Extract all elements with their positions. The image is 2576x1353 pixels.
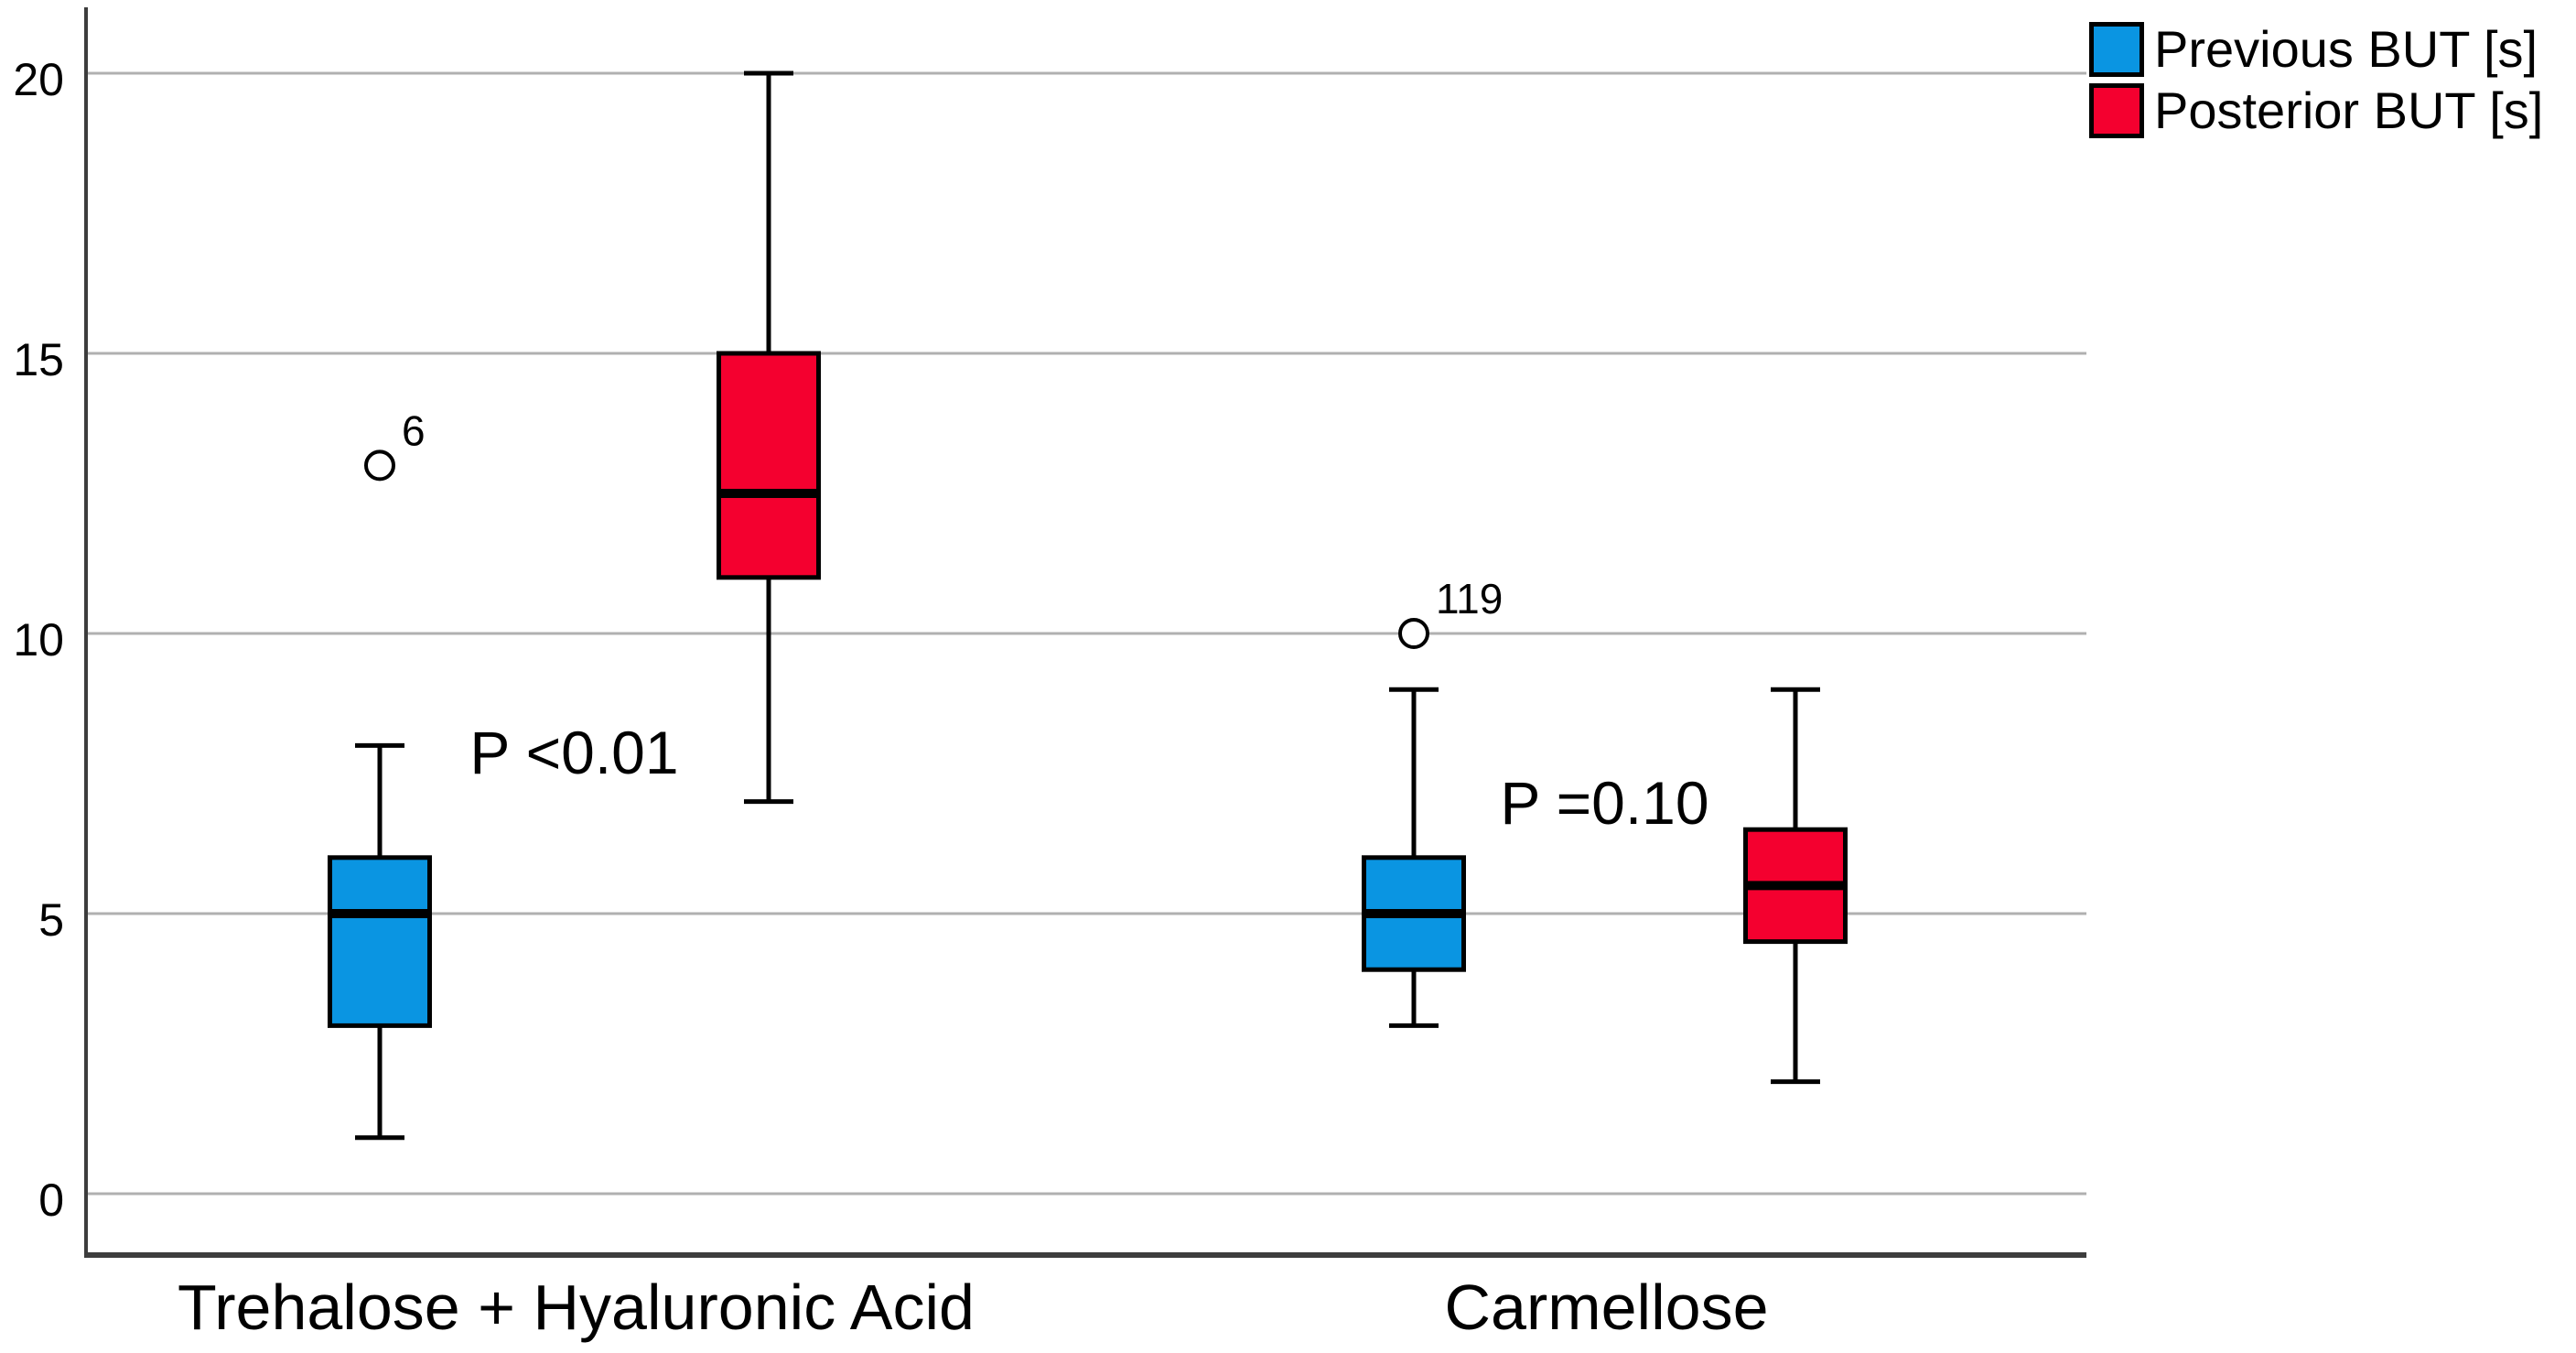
outlier-label-g2-previous: 119 bbox=[1436, 575, 1503, 622]
y-tick-label-5: 5 bbox=[38, 894, 64, 946]
outlier-point-g1-previous bbox=[364, 449, 395, 482]
legend-item-posterior: Posterior BUT [s] bbox=[2089, 83, 2543, 138]
legend: Previous BUT [s] Posterior BUT [s] bbox=[2089, 22, 2543, 138]
outlier-label-g1-previous: 6 bbox=[402, 406, 426, 454]
x-axis-label-g1: Trehalose + Hyaluronic Acid bbox=[178, 1272, 975, 1343]
box-g1-previous bbox=[328, 855, 432, 1028]
y-tick-label-10: 10 bbox=[13, 614, 64, 666]
legend-swatch-previous-icon bbox=[2089, 22, 2144, 77]
legend-swatch-posterior-icon bbox=[2089, 83, 2144, 138]
y-tick-label-20: 20 bbox=[13, 54, 64, 105]
outlier-point-g2-previous bbox=[1398, 618, 1429, 649]
legend-label-posterior: Posterior BUT [s] bbox=[2154, 81, 2544, 139]
legend-item-previous: Previous BUT [s] bbox=[2089, 22, 2543, 77]
legend-label-previous: Previous BUT [s] bbox=[2154, 20, 2538, 78]
y-tick-label-0: 0 bbox=[38, 1174, 64, 1226]
p-value-label-g2: P =0.10 bbox=[1500, 769, 1708, 837]
box-g1-posterior bbox=[717, 351, 821, 580]
y-tick-label-15: 15 bbox=[13, 334, 64, 385]
x-axis-label-g2: Carmellose bbox=[1445, 1272, 1769, 1343]
p-value-label-g1: P <0.01 bbox=[469, 719, 678, 786]
